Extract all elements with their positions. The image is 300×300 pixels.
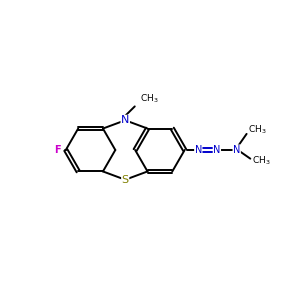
Text: CH$_3$: CH$_3$ (252, 154, 270, 167)
Text: S: S (122, 175, 129, 185)
Text: F: F (54, 145, 60, 155)
Text: N: N (213, 145, 220, 155)
Text: N: N (195, 145, 202, 155)
Text: CH$_3$: CH$_3$ (248, 124, 266, 136)
Text: N: N (121, 115, 129, 125)
Text: N: N (233, 145, 240, 155)
Text: CH$_3$: CH$_3$ (140, 93, 159, 106)
